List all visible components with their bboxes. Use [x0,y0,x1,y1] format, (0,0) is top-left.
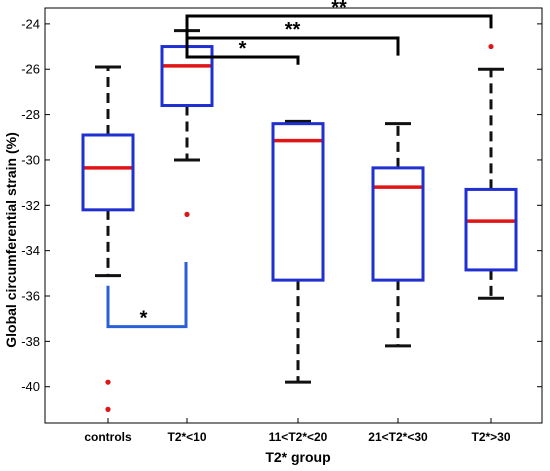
plot-area [44,7,543,424]
box-group [160,29,214,217]
bracket-line [185,27,300,65]
significance-label: * [239,38,247,60]
x-tick-label: 11<T2*<20 [269,430,328,444]
x-tick-label: T2*>30 [471,430,510,444]
significance-label: ** [285,19,301,41]
bracket-line [185,27,400,56]
significance-bracket: ** [185,0,493,29]
x-axis-label: T2* group [265,449,330,465]
significance-label: ** [331,0,347,19]
box-group [464,43,518,300]
significance-bracket: * [185,27,300,65]
y-tick-label: -38 [21,334,40,349]
box-group [81,65,135,412]
significance-label: * [140,308,148,330]
plot-frame [44,7,543,424]
box [464,187,518,272]
y-tick-label: -40 [21,379,40,394]
box [271,122,325,282]
outlier-point [105,406,111,412]
boxes [81,29,518,412]
box-group [371,122,425,348]
x-axis: controls T2*<10 11<T2*<20 21<T2*<30 T2*>30 [84,418,511,444]
y-axis-label: Global circumferential strain (%) [3,132,19,348]
outlier-point [105,379,111,385]
y-tick-label: -32 [21,198,40,213]
significance-bracket-bottom: * [106,261,188,330]
y-tick-label: -26 [21,62,40,77]
y-tick-label: -28 [21,107,40,122]
significance-bracket: ** [185,19,400,56]
x-tick-label: controls [84,430,132,444]
x-tick-label: 21<T2*<30 [368,430,428,444]
box [81,133,135,212]
y-axis: -40 -38 -36 -34 -32 -30 -28 -26 -24 [21,16,542,394]
box [371,166,425,282]
bracket-line [106,261,188,329]
outlier-point [488,43,494,50]
y-tick-label: -34 [21,243,40,258]
bracket-line [185,14,493,29]
outlier-point [184,211,190,217]
y-tick-label: -30 [21,152,40,167]
box-group [271,119,325,384]
significance-brackets: ****** [106,0,493,330]
y-tick-label: -24 [21,16,40,31]
y-tick-label: -36 [21,289,40,304]
x-tick-label: T2*<10 [167,430,206,444]
